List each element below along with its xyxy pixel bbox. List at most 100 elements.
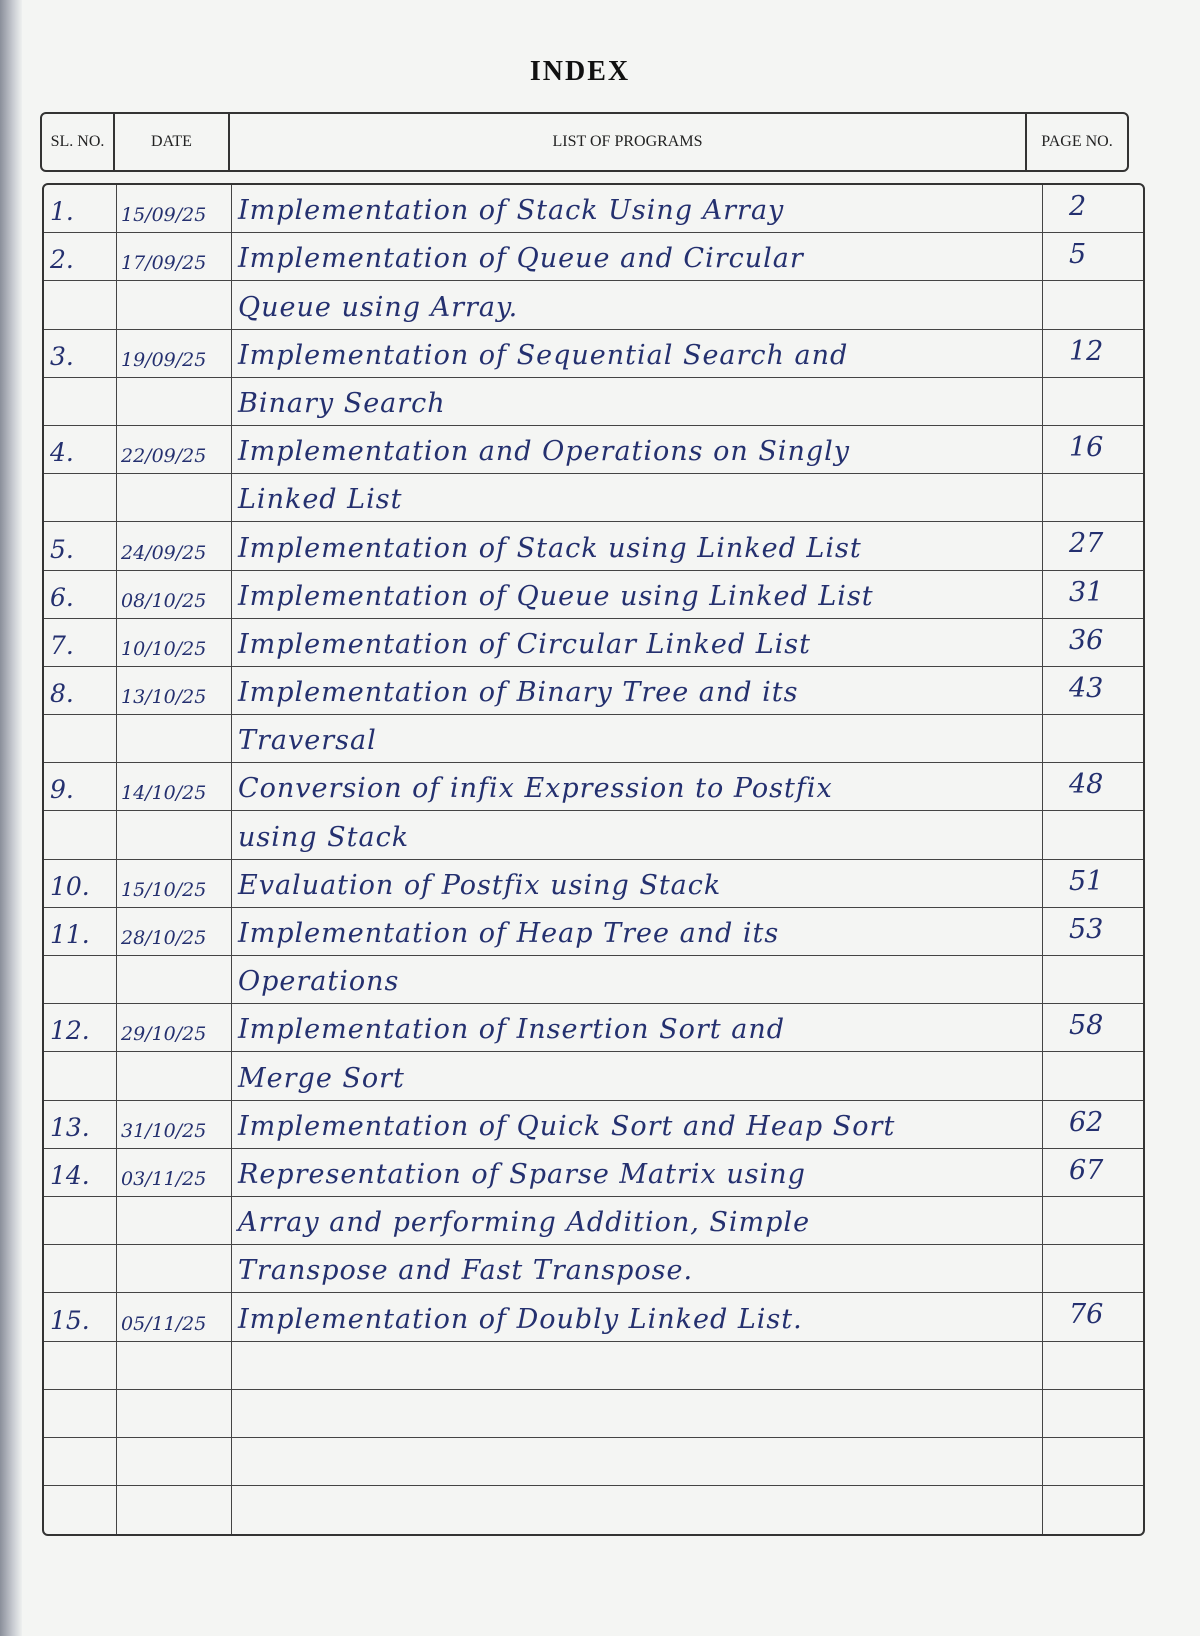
program-cell: Implementation of Stack Using Array <box>232 185 1043 233</box>
date-cell: 15/10/25 <box>117 859 232 907</box>
sl-no-cell: 14. <box>44 1148 117 1196</box>
sl-no-cell: 15. <box>44 1293 117 1341</box>
page-no-cell <box>1043 474 1143 521</box>
table-row: 3. 19/09/25 Implementation of Sequential S… <box>44 329 1143 378</box>
page-no-cell: 58 <box>1069 1010 1104 1042</box>
table-row: Merge Sort <box>44 1052 1143 1101</box>
sl-no-cell: 6. <box>44 570 117 618</box>
page-no-cell: 5 <box>1069 239 1087 271</box>
page-no-cell <box>1043 956 1143 1003</box>
table-row: 7. 10/10/25 Implementation of Circular Lin… <box>44 618 1143 667</box>
program-cell: Implementation and Operations on Singly <box>232 425 1043 474</box>
table-row: 15. 05/11/25 Implementation of Doubly Link… <box>44 1293 1143 1342</box>
table-row: Transpose and Fast Transpose. <box>44 1245 1143 1294</box>
page-no-cell: 67 <box>1069 1154 1104 1186</box>
date-cell: 15/09/25 <box>117 185 232 233</box>
page-no-cell: 12 <box>1069 335 1104 367</box>
table-row: Array and performing Addition, Simple <box>44 1196 1143 1246</box>
program-cell: Evaluation of Postfix using Stack <box>232 859 1043 907</box>
header-page-no: PAGE NO. <box>1041 133 1113 150</box>
sl-no-cell <box>44 1389 117 1437</box>
date-cell: 03/11/25 <box>117 1148 232 1196</box>
table-row: 6. 08/10/25 Implementation of Queue using … <box>44 570 1143 619</box>
program-cell: Implementation of Queue using Linked Lis… <box>232 570 1043 618</box>
page-no-cell <box>1043 811 1143 858</box>
sl-no-cell: 3. <box>44 329 117 377</box>
page-title: INDEX <box>529 56 631 87</box>
date-cell <box>117 1437 232 1486</box>
date-cell: 13/10/25 <box>117 666 232 715</box>
sl-no-cell: 1. <box>44 185 117 233</box>
sl-no-cell <box>44 811 117 859</box>
sl-no-cell: 12. <box>44 1004 117 1052</box>
program-cell: Implementation of Doubly Linked List. <box>232 1293 1043 1341</box>
date-cell: 17/09/25 <box>117 233 232 281</box>
page-no-cell: 43 <box>1069 672 1104 704</box>
table-row <box>44 1389 1143 1438</box>
date-cell <box>117 1389 232 1437</box>
table-row <box>44 1437 1143 1487</box>
table-row <box>44 1341 1143 1390</box>
sl-no-cell: 11. <box>44 907 117 955</box>
program-cell: Transpose and Fast Transpose. <box>232 1245 1043 1293</box>
sl-no-cell <box>44 1196 117 1245</box>
page-no-cell: 27 <box>1069 528 1104 560</box>
program-cell: Merge Sort <box>232 1052 1043 1100</box>
table-row: 14. 03/11/25 Representation of Sparse Matr… <box>44 1148 1143 1197</box>
program-cell: Representation of Sparse Matrix using <box>232 1148 1043 1196</box>
table-row: Binary Search <box>44 377 1143 426</box>
page-no-cell: 16 <box>1069 431 1104 463</box>
date-cell <box>117 377 232 425</box>
page-no-cell <box>1043 1052 1143 1099</box>
table-row: 5. 24/09/25 Implementation of Stack using … <box>44 522 1143 571</box>
page-no-cell <box>1043 1438 1143 1485</box>
program-cell: Implementation of Heap Tree and its <box>232 907 1043 955</box>
page-no-cell <box>1043 1390 1143 1437</box>
program-cell <box>232 1341 1043 1389</box>
program-cell <box>232 1389 1043 1437</box>
sl-no-cell <box>44 1245 117 1293</box>
page-no-cell <box>1043 1245 1143 1292</box>
page-no-cell: 48 <box>1069 769 1104 801</box>
program-cell: Operations <box>232 956 1043 1004</box>
table-row: 13. 31/10/25 Implementation of Quick Sort … <box>44 1100 1143 1149</box>
sl-no-cell <box>44 956 117 1004</box>
header-date: DATE <box>115 114 230 170</box>
sl-no-cell <box>44 715 117 763</box>
date-cell: 29/10/25 <box>117 1004 232 1052</box>
program-cell: Traversal <box>232 715 1043 763</box>
table-row: 9. 14/10/25 Conversion of infix Expression… <box>44 763 1143 812</box>
date-cell <box>117 715 232 763</box>
table-row: 11. 28/10/25 Implementation of Heap Tree a… <box>44 907 1143 956</box>
table-row: Linked List <box>44 474 1143 523</box>
sl-no-cell <box>44 281 117 329</box>
program-cell: Conversion of infix Expression to Postfi… <box>232 763 1043 811</box>
page-no-cell <box>1043 1197 1143 1244</box>
page-no-cell <box>1043 1486 1143 1534</box>
program-cell: Implementation of Binary Tree and its <box>232 666 1043 715</box>
table-row: Traversal <box>44 715 1143 764</box>
date-cell: 22/09/25 <box>117 425 232 474</box>
date-cell: 28/10/25 <box>117 907 232 955</box>
sl-no-cell <box>44 1437 117 1486</box>
date-cell: 14/10/25 <box>117 763 232 811</box>
page-no-cell <box>1043 378 1143 425</box>
date-cell <box>117 1196 232 1245</box>
program-cell: Implementation of Sequential Search and <box>232 329 1043 377</box>
page-no-cell: 53 <box>1069 913 1104 945</box>
program-cell: Implementation of Insertion Sort and <box>232 1004 1043 1052</box>
date-cell <box>117 1052 232 1100</box>
sl-no-cell: 8. <box>44 666 117 715</box>
date-cell: 19/09/25 <box>117 329 232 377</box>
notebook-binding <box>0 0 22 1636</box>
table-row: 12. 29/10/25 Implementation of Insertion S… <box>44 1004 1143 1053</box>
date-cell: 31/10/25 <box>117 1100 232 1148</box>
page-no-cell: 2 <box>1069 191 1087 222</box>
program-cell: Array and performing Addition, Simple <box>232 1196 1043 1245</box>
header-programs: LIST OF PROGRAMS <box>230 114 1027 170</box>
page-no-cell: 36 <box>1069 624 1104 656</box>
date-cell: 05/11/25 <box>117 1293 232 1341</box>
date-cell: 24/09/25 <box>117 522 232 570</box>
sl-no-cell: 2. <box>44 233 117 281</box>
page-no-cell: 31 <box>1069 576 1104 608</box>
